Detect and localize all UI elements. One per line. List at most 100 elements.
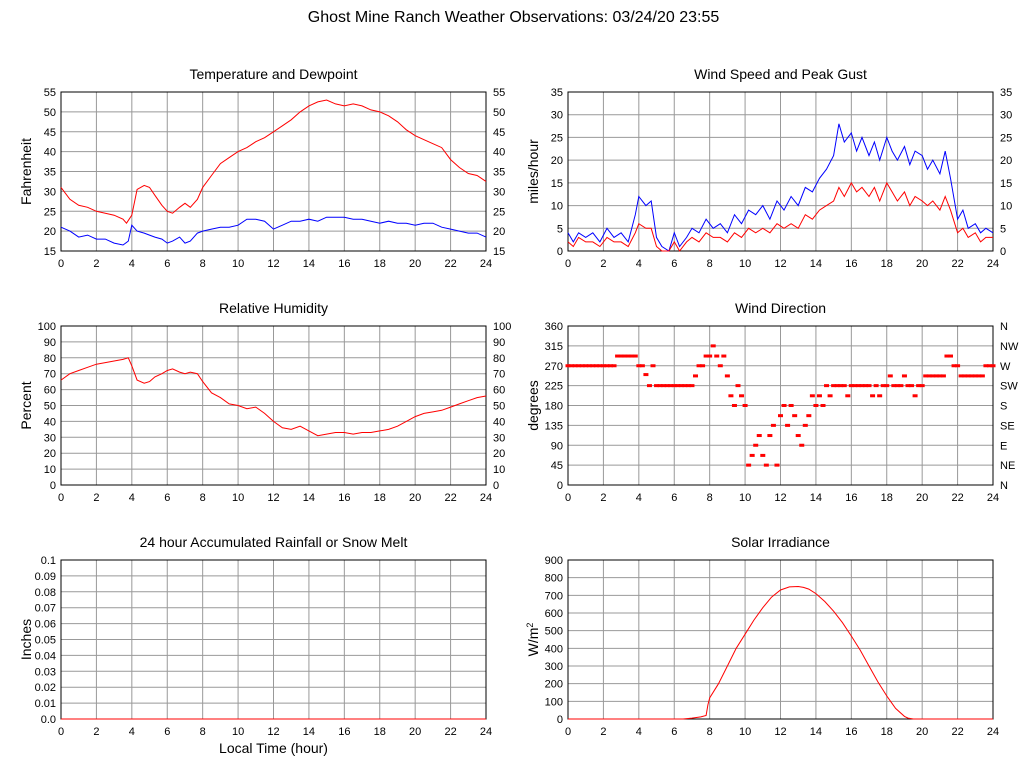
y-tick-label: 225 [545, 381, 563, 393]
data-point [838, 384, 844, 388]
x-tick-label: 2 [93, 258, 99, 270]
x-tick-label: 8 [707, 258, 713, 270]
x-tick-label: 12 [267, 726, 279, 738]
data-point [714, 354, 720, 358]
y-tick-label-right: 0 [1000, 246, 1006, 258]
data-point [664, 384, 670, 388]
data-point [646, 384, 652, 388]
y-tick-label: 300 [545, 661, 563, 673]
y-tick-label: 30 [551, 110, 563, 122]
y-axis-label: Inches [18, 619, 34, 660]
data-point [650, 364, 656, 368]
data-point [933, 374, 939, 378]
data-point [593, 364, 599, 368]
x-axis-label: Local Time (hour) [219, 740, 328, 756]
y-tick-label: 50 [44, 107, 56, 119]
y-axis-label-superscript: 2 [525, 623, 535, 628]
y-tick-label: 35 [44, 167, 56, 179]
x-tick-label: 8 [200, 492, 206, 504]
x-tick-label: 16 [845, 492, 857, 504]
y-tick-label-right: 30 [493, 432, 505, 444]
y-tick-label: 45 [551, 460, 563, 472]
data-point [901, 374, 907, 378]
data-point [802, 423, 808, 427]
data-point [586, 364, 592, 368]
x-tick-label: 14 [303, 726, 315, 738]
x-tick-label: 18 [881, 258, 893, 270]
data-point [625, 354, 631, 358]
data-point [884, 384, 890, 388]
x-tick-label: 24 [987, 492, 999, 504]
data-point [887, 374, 893, 378]
data-point [717, 364, 723, 368]
data-point [891, 384, 897, 388]
y-tick-label: 90 [44, 337, 56, 349]
data-point [707, 354, 713, 358]
x-tick-label: 10 [739, 258, 751, 270]
y-tick-label-right: 55 [493, 87, 505, 99]
data-point [912, 394, 918, 398]
data-point [909, 384, 915, 388]
y-tick-label: 50 [44, 401, 56, 413]
y-axis-label: miles/hour [525, 139, 541, 204]
data-point [590, 364, 596, 368]
y-tick-label: 0.1 [41, 555, 56, 567]
y-tick-label: 0.0 [41, 714, 56, 726]
x-tick-label: 18 [374, 726, 386, 738]
y-tick-label: 0.09 [35, 571, 56, 583]
data-point [824, 384, 830, 388]
data-point [611, 364, 617, 368]
data-point [774, 463, 780, 467]
series-line [568, 585, 993, 720]
y-axis-label: Fahrenheit [18, 138, 34, 205]
y-tick-label: 0.04 [35, 650, 56, 662]
y-tick-label: 40 [44, 416, 56, 428]
y-tick-label-right: 20 [493, 226, 505, 238]
x-tick-label: 16 [845, 258, 857, 270]
plot-frame [60, 91, 487, 252]
x-tick-label: 4 [636, 258, 642, 270]
page-title: Ghost Mine Ranch Weather Observations: 0… [307, 9, 720, 26]
data-point [565, 364, 571, 368]
data-point [894, 384, 900, 388]
x-tick-label: 12 [267, 258, 279, 270]
y-tick-label: 270 [545, 361, 563, 373]
data-point [965, 374, 971, 378]
chart-title: 24 hour Accumulated Rainfall or Snow Mel… [140, 534, 408, 550]
x-tick-label: 20 [916, 258, 928, 270]
data-point [767, 434, 773, 438]
data-point [855, 384, 861, 388]
data-point [983, 364, 989, 368]
x-tick-label: 16 [338, 726, 350, 738]
y-axis-label: W/m2 [525, 623, 541, 657]
data-point [923, 374, 929, 378]
data-point [724, 374, 730, 378]
y-tick-label: 25 [44, 206, 56, 218]
y-tick-label: 0 [557, 480, 563, 492]
x-tick-label: 24 [480, 492, 492, 504]
data-point [962, 374, 968, 378]
y-tick-label: 10 [551, 201, 563, 213]
x-tick-label: 18 [881, 726, 893, 738]
data-point [873, 384, 879, 388]
y-tick-label: 55 [44, 87, 56, 99]
data-point [880, 384, 886, 388]
data-point [600, 364, 606, 368]
y-tick-label: 400 [545, 643, 563, 655]
y-tick-label: 5 [557, 223, 563, 235]
chart-title: Solar Irradiance [731, 534, 830, 550]
data-point [654, 384, 660, 388]
y-tick-label: 30 [44, 432, 56, 444]
data-point [622, 354, 628, 358]
y-tick-label-right: SW [1000, 381, 1018, 393]
x-tick-label: 6 [164, 258, 170, 270]
y-axis-label: Percent [18, 381, 34, 429]
data-point [689, 384, 695, 388]
x-tick-label: 0 [565, 258, 571, 270]
data-point [816, 394, 822, 398]
y-tick-label-right: N [1000, 321, 1008, 333]
x-tick-label: 6 [164, 492, 170, 504]
x-tick-label: 8 [200, 726, 206, 738]
